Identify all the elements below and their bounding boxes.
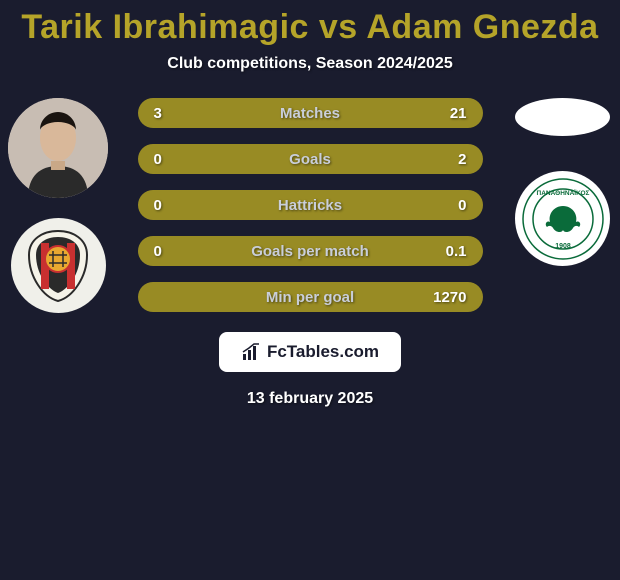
stat-row: 0 Hattricks 0: [138, 190, 483, 220]
stat-right-value: 1270: [433, 289, 466, 306]
stat-left-value: 3: [154, 105, 162, 122]
stat-row: Min per goal 1270: [138, 282, 483, 312]
left-player-photo: [8, 98, 108, 198]
season-subtitle: Club competitions, Season 2024/2025: [0, 55, 620, 73]
stat-row: 0 Goals 2: [138, 144, 483, 174]
stat-right-value: 0: [458, 197, 466, 214]
stat-label: Goals: [289, 151, 331, 168]
stat-left-value: 0: [154, 197, 162, 214]
stats-container: 3 Matches 21 0 Goals 2 0 Hattricks 0 0 G…: [138, 98, 483, 312]
svg-text:ΠΑΝΑΘΗΝΑΪΚΟΣ: ΠΑΝΑΘΗΝΑΪΚΟΣ: [536, 189, 589, 197]
stat-left-value: 0: [154, 243, 162, 260]
snapshot-date: 13 february 2025: [0, 390, 620, 408]
stat-right-value: 0.1: [446, 243, 467, 260]
stat-label: Goals per match: [251, 243, 369, 260]
stat-label: Hattricks: [278, 197, 342, 214]
stat-right-value: 2: [458, 151, 466, 168]
fctables-branding[interactable]: FcTables.com: [219, 332, 401, 372]
branding-label: FcTables.com: [267, 342, 379, 362]
stat-label: Matches: [280, 105, 340, 122]
left-club-badge: [11, 218, 106, 313]
stat-label: Min per goal: [266, 289, 354, 306]
right-club-badge: ΠΑΝΑΘΗΝΑΪΚΟΣ 1908: [515, 171, 610, 266]
stat-row: 0 Goals per match 0.1: [138, 236, 483, 266]
comparison-title: Tarik Ibrahimagic vs Adam Gnezda: [0, 8, 620, 47]
stat-left-value: 0: [154, 151, 162, 168]
stat-row: 3 Matches 21: [138, 98, 483, 128]
right-player-placeholder: [515, 98, 610, 136]
chart-icon: [241, 342, 261, 362]
stat-right-value: 21: [450, 105, 467, 122]
svg-text:1908: 1908: [555, 243, 571, 250]
